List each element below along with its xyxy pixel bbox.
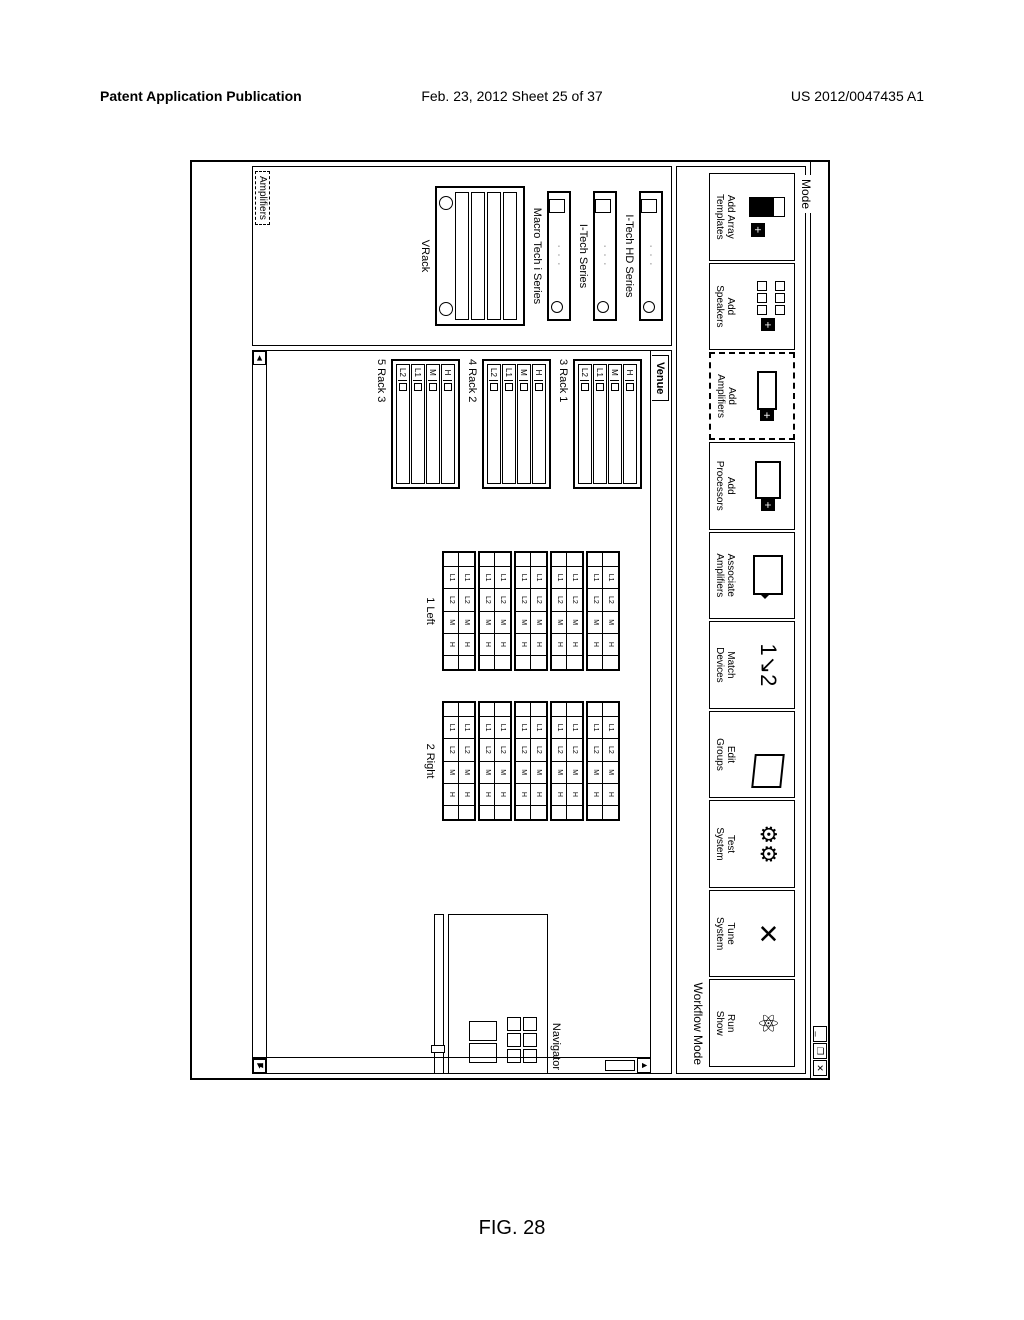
- speaker-cabinet[interactable]: L1L2MHL1L2MH: [514, 701, 548, 821]
- navigator-label: Navigator: [550, 1023, 562, 1070]
- workflow-mode-label: Workflow Mode: [689, 167, 707, 1073]
- speaker-cabinet[interactable]: L1L2MHL1L2MH: [478, 701, 512, 821]
- rack-slot[interactable]: M: [517, 364, 531, 484]
- array-label: 1 Left: [424, 597, 436, 625]
- amplifier-item[interactable]: · · ·: [639, 191, 663, 321]
- minimize-button[interactable]: _: [813, 1026, 827, 1042]
- tool-label: Add ArrayTemplates: [714, 194, 736, 240]
- rack-slot[interactable]: L1: [593, 364, 607, 484]
- rack-slot[interactable]: H: [623, 364, 637, 484]
- tool-label: AssociateAmplifiers: [714, 553, 736, 597]
- rack-slot[interactable]: H: [441, 364, 455, 484]
- header-center: Feb. 23, 2012 Sheet 25 of 37: [421, 88, 602, 104]
- scroll-up-button[interactable]: ▲: [637, 1058, 651, 1073]
- assoc-icon: [746, 550, 790, 600]
- vrack-label: VRack: [419, 171, 431, 341]
- tool-label: EditGroups: [714, 738, 736, 771]
- speaker-array: L1L2MHL1L2MHL1L2MHL1L2MHL1L2MHL1L2MHL1L2…: [424, 551, 620, 671]
- rack-label: 4 Rack 2: [466, 359, 478, 489]
- tool-edit[interactable]: EditGroups: [709, 711, 795, 799]
- scroll-left-button[interactable]: ◄: [253, 351, 266, 365]
- vrack-item[interactable]: [435, 186, 525, 326]
- rack-slot[interactable]: L2: [396, 364, 410, 484]
- amplifier-label: Macro Tech i Series: [531, 171, 543, 341]
- tool-label: AddProcessors: [714, 461, 736, 511]
- rack-slot[interactable]: M: [426, 364, 440, 484]
- rack-slot[interactable]: L1: [502, 364, 516, 484]
- speaker-array: L1L2MHL1L2MHL1L2MHL1L2MHL1L2MHL1L2MHL1L2…: [424, 701, 620, 821]
- scroll-down-button[interactable]: ▼: [253, 1058, 267, 1073]
- rack-box[interactable]: HML1L2: [391, 359, 460, 489]
- scroll-thumb[interactable]: [605, 1060, 635, 1071]
- maximize-button[interactable]: ❐: [813, 1043, 827, 1059]
- tool-tune[interactable]: ✕ TuneSystem: [709, 890, 795, 978]
- rack-slot[interactable]: L2: [487, 364, 501, 484]
- edit-icon: [746, 729, 790, 779]
- navigator-minimap[interactable]: [448, 914, 548, 1074]
- spk-icon: +: [746, 281, 790, 331]
- tool-label: AddSpeakers: [714, 285, 736, 327]
- rack-slot[interactable]: L2: [578, 364, 592, 484]
- header-right: US 2012/0047435 A1: [791, 88, 924, 104]
- tool-label: TestSystem: [714, 827, 736, 860]
- app-window: _ ❐ ✕ Mode + Add ArrayTemplates + AddSpeake…: [190, 160, 830, 1080]
- speaker-cabinet[interactable]: L1L2MHL1L2MH: [442, 551, 476, 671]
- rack-slot[interactable]: L1: [411, 364, 425, 484]
- header-left: Patent Application Publication: [100, 88, 302, 104]
- tool-label: AddAmplifiers: [715, 374, 737, 418]
- speaker-cabinet[interactable]: L1L2MHL1L2MH: [478, 551, 512, 671]
- h-scrollbar[interactable]: ◄ ►: [253, 351, 267, 1073]
- tool-match[interactable]: 1↘2 MatchDevices: [709, 621, 795, 709]
- tool-atom[interactable]: ⚛ RunShow: [709, 979, 795, 1067]
- tool-label: RunShow: [714, 1011, 736, 1036]
- navigator-zoom-slider[interactable]: [434, 914, 444, 1074]
- venue-tab[interactable]: Venue: [652, 355, 669, 401]
- amplifier-item[interactable]: · · ·: [593, 191, 617, 321]
- rack-slot[interactable]: M: [608, 364, 622, 484]
- match-icon: 1↘2: [746, 640, 790, 690]
- atom-icon: ⚛: [746, 998, 790, 1048]
- gears-icon: ⚙⚙: [746, 819, 790, 869]
- speaker-cabinet[interactable]: L1L2MHL1L2MH: [550, 551, 584, 671]
- figure-label: FIG. 28: [479, 1217, 546, 1240]
- rack-label: 5 Rack 3: [375, 359, 387, 489]
- speaker-cabinet[interactable]: L1L2MHL1L2MH: [586, 701, 620, 821]
- rack-slot[interactable]: H: [532, 364, 546, 484]
- tool-label: TuneSystem: [714, 917, 736, 950]
- speaker-cabinet[interactable]: L1L2MHL1L2MH: [514, 551, 548, 671]
- amplifiers-panel: · · · I-Tech HD Series · · · I-Tech Series ·…: [252, 166, 672, 346]
- tune-icon: ✕: [746, 909, 790, 959]
- amplifier-item[interactable]: · · ·: [547, 191, 571, 321]
- rack-box[interactable]: HML1L2: [482, 359, 551, 489]
- close-button[interactable]: ✕: [813, 1060, 827, 1076]
- array-label: 2 Right: [424, 744, 436, 779]
- array-icon: +: [746, 192, 790, 242]
- tool-spk[interactable]: + AddSpeakers: [709, 263, 795, 351]
- amp-icon: +: [745, 371, 789, 421]
- tool-proc[interactable]: + AddProcessors: [709, 442, 795, 530]
- amplifiers-tab[interactable]: Amplifiers: [255, 171, 270, 225]
- speaker-cabinet[interactable]: L1L2MHL1L2MH: [442, 701, 476, 821]
- mode-tab: Mode: [799, 175, 813, 213]
- amplifier-label: I-Tech HD Series: [623, 171, 635, 341]
- rack-label: 3 Rack 1: [557, 359, 569, 489]
- tool-gears[interactable]: ⚙⚙ TestSystem: [709, 800, 795, 888]
- proc-icon: +: [746, 461, 790, 511]
- navigator-panel: Navigator: [368, 914, 548, 1074]
- titlebar: _ ❐ ✕: [810, 162, 828, 1078]
- tool-amp[interactable]: + AddAmplifiers: [709, 352, 795, 440]
- rack-box[interactable]: HML1L2: [573, 359, 642, 489]
- speaker-cabinet[interactable]: L1L2MHL1L2MH: [550, 701, 584, 821]
- speaker-cabinet[interactable]: L1L2MHL1L2MH: [586, 551, 620, 671]
- amplifier-label: I-Tech Series: [577, 171, 589, 341]
- mode-frame: Mode +Add ArrayTemplates+AddSpeakers+Add…: [676, 166, 806, 1074]
- tool-label: MatchDevices: [714, 647, 736, 683]
- tool-assoc[interactable]: AssociateAmplifiers: [709, 532, 795, 620]
- tool-array[interactable]: + Add ArrayTemplates: [709, 173, 795, 261]
